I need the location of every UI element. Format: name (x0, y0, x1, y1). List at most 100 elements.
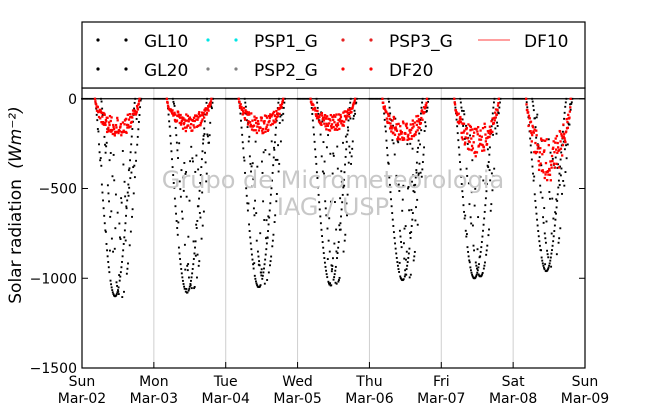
data-point (251, 185, 254, 188)
data-point (188, 199, 191, 202)
data-point (339, 222, 342, 225)
data-point (411, 147, 414, 150)
data-point (538, 164, 541, 167)
data-point (192, 119, 195, 122)
data-point (260, 119, 263, 122)
data-point (209, 100, 213, 103)
data-point (556, 193, 559, 196)
data-point (411, 126, 414, 130)
data-point (273, 221, 276, 223)
data-point (410, 134, 414, 138)
data-point (254, 140, 257, 143)
data-point (458, 153, 461, 156)
data-point (410, 225, 413, 227)
data-point (475, 273, 478, 276)
data-point (465, 124, 467, 127)
data-point (198, 114, 202, 118)
data-point (481, 271, 484, 274)
data-point (397, 122, 400, 126)
data-point (96, 119, 99, 122)
data-point (168, 125, 171, 128)
data-point (347, 109, 350, 112)
data-point (273, 121, 276, 124)
data-point (270, 255, 273, 258)
data-point (324, 265, 327, 268)
data-point (562, 123, 565, 126)
data-point (340, 208, 343, 211)
data-point (319, 113, 322, 116)
data-point (114, 131, 117, 134)
data-point (479, 250, 482, 253)
data-point (555, 162, 558, 165)
legend-item-df10: DF10 (478, 32, 569, 52)
data-point (116, 119, 119, 122)
data-point (267, 215, 270, 218)
data-point (185, 288, 188, 290)
data-point (230, 97, 232, 100)
data-point (398, 271, 401, 273)
data-point (409, 123, 412, 126)
data-point (474, 276, 477, 279)
data-point (241, 113, 244, 116)
data-point (491, 189, 494, 192)
data-point (204, 109, 207, 112)
data-point (487, 234, 490, 237)
data-point (202, 210, 205, 213)
data-point (529, 130, 532, 133)
data-point (324, 117, 328, 120)
data-point (281, 101, 284, 104)
data-point (135, 104, 139, 108)
data-point (331, 265, 334, 267)
data-point (249, 123, 252, 127)
data-point (202, 134, 205, 137)
data-point (412, 190, 415, 192)
data-point (415, 171, 418, 174)
data-point (188, 287, 191, 290)
data-point (468, 261, 471, 264)
data-point (98, 151, 101, 154)
data-point (250, 128, 254, 131)
data-point (160, 97, 163, 100)
data-point (270, 113, 274, 116)
data-point (240, 119, 242, 122)
data-point (269, 193, 272, 196)
data-point (261, 277, 264, 280)
data-point (175, 134, 178, 137)
data-point (262, 271, 265, 274)
data-point (277, 144, 279, 147)
data-point (170, 150, 173, 153)
data-point (493, 119, 496, 122)
data-point (448, 97, 450, 100)
data-point (475, 275, 478, 278)
data-point (328, 129, 332, 132)
data-point (378, 97, 381, 100)
data-point (549, 179, 552, 182)
data-point (273, 148, 276, 151)
data-point (282, 112, 285, 115)
data-point (271, 171, 274, 174)
data-point (198, 197, 200, 200)
data-point (463, 143, 466, 146)
data-point (335, 228, 338, 231)
data-point (386, 120, 389, 123)
data-point (556, 146, 560, 149)
data-point (271, 122, 274, 126)
data-point (278, 112, 281, 116)
data-point (483, 122, 486, 125)
legend-box (81, 21, 586, 89)
data-point (126, 267, 129, 270)
data-point (200, 184, 202, 187)
data-point (469, 125, 473, 129)
data-point (337, 246, 340, 249)
data-point (548, 169, 551, 172)
data-point (569, 103, 572, 106)
data-point (177, 221, 180, 224)
data-point (338, 279, 340, 281)
data-point (395, 123, 398, 126)
data-point (494, 108, 498, 111)
data-point (416, 198, 419, 201)
legend-swatch-dot (341, 38, 345, 42)
data-point (570, 102, 573, 105)
data-point (272, 164, 275, 167)
data-point (277, 101, 280, 104)
